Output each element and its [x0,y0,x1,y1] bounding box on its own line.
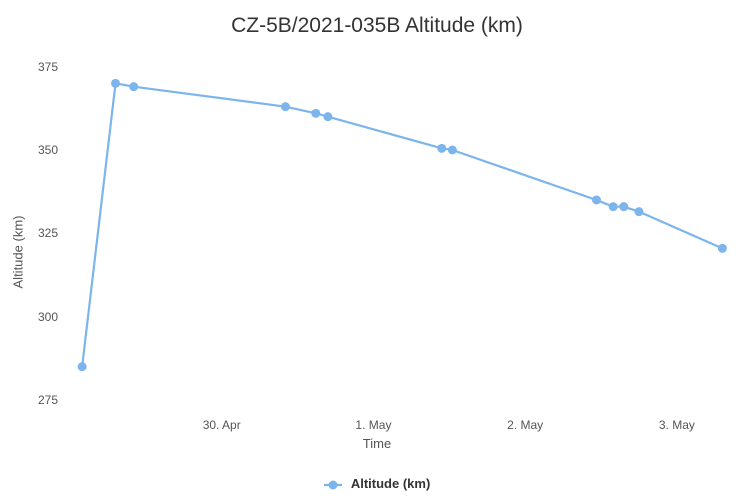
chart-container: CZ-5B/2021-035B Altitude (km) Altitude (… [0,0,754,503]
data-point-marker[interactable] [448,146,457,155]
data-point-marker[interactable] [323,112,332,121]
y-tick-label: 300 [0,310,58,324]
data-point-marker[interactable] [111,79,120,88]
data-point-marker[interactable] [619,202,628,211]
legend: Altitude (km) [0,476,754,491]
series-svg [70,50,730,410]
y-tick-label: 275 [0,393,58,407]
data-point-marker[interactable] [281,102,290,111]
data-point-marker[interactable] [718,244,727,253]
data-point-marker[interactable] [634,207,643,216]
legend-label: Altitude (km) [351,476,430,491]
data-point-marker[interactable] [609,202,618,211]
x-tick-label: 30. Apr [203,418,241,432]
x-tick-label: 1. May [355,418,391,432]
y-tick-label: 325 [0,226,58,240]
x-tick-label: 2. May [507,418,543,432]
data-point-marker[interactable] [592,196,601,205]
y-tick-label: 375 [0,60,58,74]
x-axis-label: Time [0,436,754,451]
data-point-marker[interactable] [129,82,138,91]
x-tick-label: 3. May [659,418,695,432]
chart-title: CZ-5B/2021-035B Altitude (km) [0,14,754,38]
data-point-marker[interactable] [311,109,320,118]
data-point-marker[interactable] [437,144,446,153]
series-line [82,83,722,366]
legend-marker-icon [324,479,342,491]
y-tick-label: 350 [0,143,58,157]
plot-area [70,50,730,410]
data-point-marker[interactable] [78,362,87,371]
